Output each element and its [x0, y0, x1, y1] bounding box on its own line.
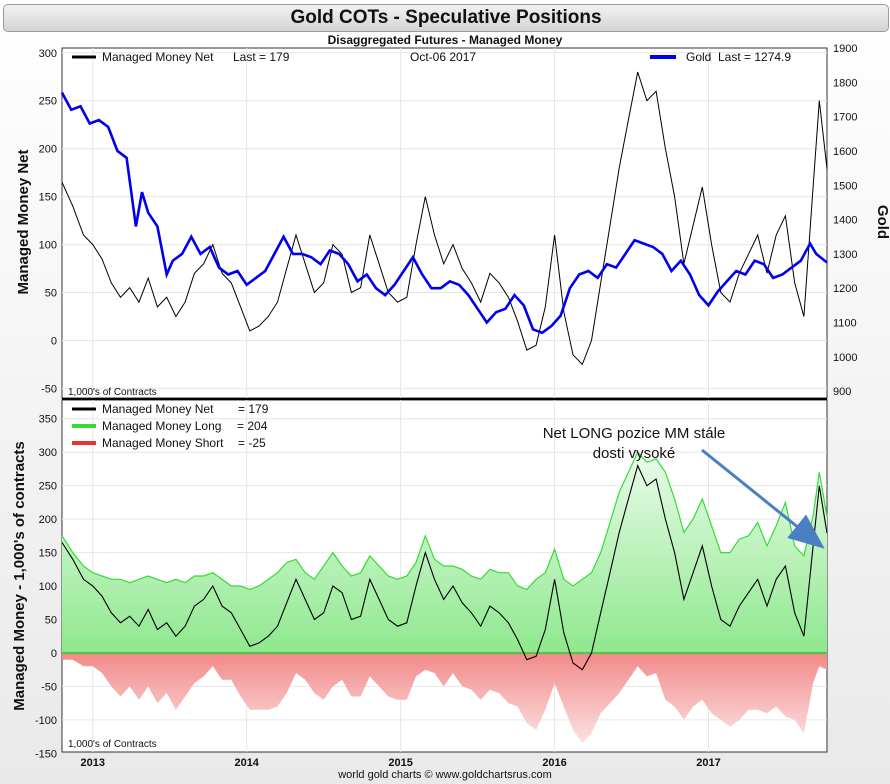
top-ytick-right-2: 1700 [833, 112, 857, 124]
top-lines [60, 71, 828, 366]
legend-gold-name: Gold [686, 50, 711, 64]
legend-b-long-name: Managed Money Long [102, 419, 221, 433]
annotation-arrow [701, 448, 825, 549]
top-ytick-left-7: -50 [41, 383, 57, 395]
top-ylabel-left: Managed Money Net [15, 149, 32, 294]
bottom-ytick-9: -100 [35, 715, 57, 727]
top-ytick-left-5: 50 [45, 288, 57, 300]
top-units-note: 1,000's of Contracts [68, 387, 157, 398]
xtick-3: 2016 [542, 757, 566, 769]
bottom-ytick-6: 50 [45, 614, 57, 626]
bottom-ytick-3: 200 [39, 514, 57, 526]
xtick-0: 2013 [81, 757, 105, 769]
legend-b-short-value: = -25 [238, 436, 266, 450]
bottom-ytick-10: -150 [35, 748, 57, 760]
top-ylabel-right: Gold [874, 205, 890, 239]
annotation-line-2: dosti vysoké [593, 445, 676, 462]
bottom-legend: Managed Money Net = 179 Managed Money Lo… [72, 402, 269, 450]
short-area [62, 653, 827, 744]
xtick-4: 2017 [696, 757, 720, 769]
legend-b-net-name: Managed Money Net [102, 402, 214, 416]
top-legend: Managed Money Net Last = 179 Oct-06 2017… [72, 50, 791, 64]
legend-b-net-value: = 179 [238, 402, 269, 416]
net-line-top [61, 71, 828, 366]
top-ytick-right-6: 1300 [833, 249, 857, 261]
bottom-ytick-0: 350 [39, 414, 57, 426]
top-ytick-right-10: 900 [833, 386, 851, 398]
bottom-axis-labels: 350 300 250 200 150 100 50 0 -50 -100 -150 [35, 414, 57, 761]
bottom-ytick-4: 150 [39, 548, 57, 560]
bottom-ytick-7: 0 [51, 648, 57, 660]
top-ytick-right-1: 1800 [833, 77, 857, 89]
bottom-ytick-5: 100 [39, 581, 57, 593]
top-date-label: Oct-06 2017 [410, 50, 476, 64]
footer-credit: world gold charts © www.goldchartsrus.co… [337, 769, 552, 781]
annotation-line-1: Net LONG pozice MM stále [543, 425, 726, 442]
gold-line [60, 91, 828, 335]
legend-gold-value: Last = 1274.9 [718, 50, 791, 64]
long-area [62, 452, 827, 653]
top-ytick-right-8: 1100 [833, 318, 857, 330]
legend-net-value: Last = 179 [233, 50, 290, 64]
legend-b-short-name: Managed Money Short [102, 436, 224, 450]
top-ytick-right-3: 1600 [833, 146, 857, 158]
long-line [61, 451, 828, 591]
top-plot-area [61, 47, 828, 399]
bottom-ylabel: Managed Money - 1,000's of contracts [11, 441, 28, 710]
top-ytick-left-6: 0 [51, 335, 57, 347]
top-ytick-left-4: 100 [39, 240, 57, 252]
top-grid [62, 48, 827, 398]
top-ytick-left-0: 300 [39, 48, 57, 60]
top-ytick-right-7: 1200 [833, 283, 857, 295]
top-ytick-right-9: 1000 [833, 352, 857, 364]
top-ytick-right-4: 1500 [833, 180, 857, 192]
top-ytick-left-3: 150 [39, 192, 57, 204]
top-ytick-right-0: 1900 [833, 43, 857, 55]
xtick-1: 2014 [234, 757, 259, 769]
bottom-ytick-8: -50 [41, 681, 57, 693]
top-ytick-right-5: 1400 [833, 215, 857, 227]
x-axis-labels: 2013 2014 2015 2016 2017 [81, 757, 721, 769]
legend-net-name: Managed Money Net [102, 50, 214, 64]
bottom-ytick-1: 300 [39, 447, 57, 459]
top-axis-labels: 300 250 200 150 100 50 0 -50 1900 1800 1700 1600 150… [39, 43, 858, 398]
top-ytick-left-1: 250 [39, 96, 57, 108]
bottom-units-note: 1,000's of Contracts [68, 739, 157, 750]
legend-b-long-value: = 204 [237, 419, 268, 433]
xtick-2: 2015 [388, 757, 412, 769]
bottom-areas [61, 451, 828, 744]
chart-subtitle: Disaggregated Futures - Managed Money [328, 33, 563, 47]
top-ytick-left-2: 200 [39, 144, 57, 156]
bottom-ytick-2: 250 [39, 481, 57, 493]
net-line-bottom [61, 464, 828, 671]
chart-title: Gold COTs - Speculative Positions [3, 4, 889, 32]
